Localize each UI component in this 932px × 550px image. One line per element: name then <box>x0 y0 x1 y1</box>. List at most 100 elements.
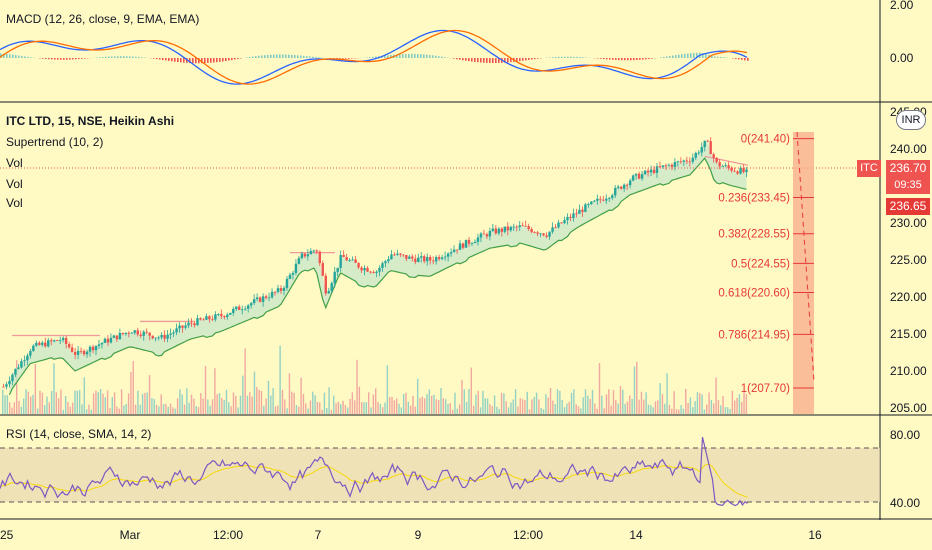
volume-bar <box>706 404 708 414</box>
volume-bar <box>183 404 186 414</box>
currency-badge[interactable]: INR <box>896 110 926 130</box>
volume-bar <box>74 390 76 414</box>
candle <box>405 254 408 259</box>
macd-histogram-bar <box>216 58 218 63</box>
macd-histogram-bar <box>669 56 671 58</box>
macd-histogram-bar <box>684 53 686 58</box>
candle <box>64 337 68 345</box>
volume-bar <box>405 392 407 414</box>
macd-histogram-bar <box>6 53 8 58</box>
candle <box>387 259 390 262</box>
candle <box>372 271 375 273</box>
macd-axis-label: 0.00 <box>890 51 914 65</box>
candle <box>691 157 694 162</box>
candle <box>730 167 733 171</box>
macd-histogram-bar <box>72 58 74 60</box>
volume-bar <box>270 395 272 414</box>
volume-bar <box>430 395 433 414</box>
macd-histogram-bar <box>705 54 707 58</box>
volume-bar <box>524 399 526 414</box>
volume-legend-3[interactable]: Vol <box>6 196 23 210</box>
volume-bar <box>354 400 356 414</box>
volume-bar <box>575 404 577 414</box>
volume-bar <box>671 408 673 414</box>
candle <box>345 257 348 261</box>
candle <box>494 228 498 234</box>
volume-bar <box>169 403 172 414</box>
volume-legend-2[interactable]: Vol <box>6 177 23 191</box>
symbol-tag[interactable]: ITC <box>857 160 881 177</box>
macd-histogram-bar <box>303 55 305 58</box>
volume-bar <box>211 399 214 414</box>
macd-histogram-bar <box>204 58 206 64</box>
volume-bar <box>57 398 60 414</box>
volume-bar <box>218 393 221 414</box>
candle <box>464 239 468 248</box>
macd-histogram-bar <box>318 57 320 58</box>
candle <box>226 314 229 318</box>
volume-bar <box>284 399 286 414</box>
volume-bar <box>323 392 326 414</box>
macd-histogram-bar <box>522 58 524 61</box>
macd-histogram-bar <box>66 58 68 60</box>
macd-histogram-bar <box>213 58 215 63</box>
time-axis-label: 7 <box>315 528 322 542</box>
candle <box>423 256 426 262</box>
macd-histogram-bar <box>222 58 224 62</box>
macd-histogram-bar <box>471 58 473 62</box>
candle <box>175 328 178 333</box>
volume-bar <box>414 406 417 414</box>
volume-bar <box>402 393 405 414</box>
volume-bar <box>204 366 207 414</box>
candle <box>497 228 501 234</box>
macd-axis-label: 2.00 <box>890 0 914 12</box>
volume-bar <box>423 398 426 414</box>
candle <box>455 249 459 251</box>
volume-bar <box>426 394 428 414</box>
time-axis-label: Mar <box>120 528 141 542</box>
volume-bar <box>253 371 256 414</box>
macd-histogram-bar <box>747 58 749 61</box>
macd-histogram-bar <box>612 58 614 60</box>
volume-bar <box>484 398 486 414</box>
volume-bar <box>116 406 118 414</box>
macd-histogram-bar <box>273 54 275 58</box>
candle <box>166 334 169 339</box>
macd-legend[interactable]: MACD (12, 26, close, 9, EMA, EMA) <box>6 12 200 26</box>
fib-range-box[interactable] <box>793 132 814 414</box>
candle <box>643 170 647 175</box>
volume-bar <box>27 391 30 414</box>
fib-trend-line[interactable] <box>796 131 815 383</box>
volume-bar <box>493 395 496 414</box>
candle <box>682 160 686 162</box>
volume-legend-1[interactable]: Vol <box>6 156 23 170</box>
candle <box>26 355 29 361</box>
volume-bar <box>393 400 396 414</box>
macd-histogram-bar <box>687 53 689 58</box>
volume-bar <box>130 371 132 414</box>
macd-histogram-bar <box>21 55 23 58</box>
volume-bar <box>279 345 281 414</box>
candle <box>190 322 193 324</box>
volume-bar <box>221 397 223 414</box>
volume-bar <box>337 401 340 414</box>
volume-bar <box>528 409 531 414</box>
candle <box>590 201 593 205</box>
volume-bar <box>680 405 682 414</box>
main-title[interactable]: ITC LTD, 15, NSE, Heikin Ashi <box>6 114 175 128</box>
macd-histogram-bar <box>399 54 401 58</box>
macd-histogram-bar <box>345 58 347 59</box>
supertrend-legend[interactable]: Supertrend (10, 2) <box>6 135 104 149</box>
volume-bar <box>416 378 419 414</box>
candle <box>509 226 512 231</box>
macd-histogram-bar <box>516 58 518 62</box>
time-axis-label: 16 <box>808 528 822 542</box>
macd-histogram-bar <box>666 56 668 58</box>
macd-histogram-bar <box>63 58 65 60</box>
rsi-legend[interactable]: RSI (14, close, SMA, 14, 2) <box>6 427 152 441</box>
candle <box>94 345 98 351</box>
candle <box>181 325 184 328</box>
candle <box>440 257 444 259</box>
macd-histogram-bar <box>180 58 182 63</box>
